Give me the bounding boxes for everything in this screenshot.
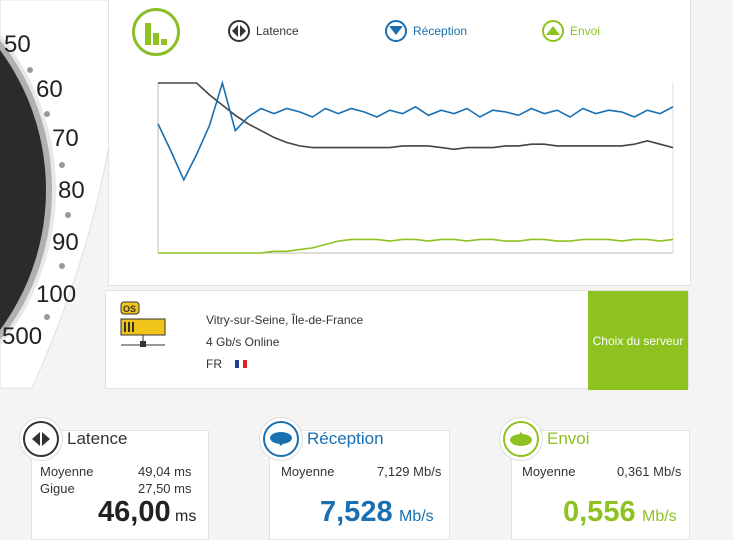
latency-icon <box>23 421 59 457</box>
gauge-label: 50 <box>4 31 31 58</box>
upload-avg-value: 0,361 Mb/s <box>617 464 682 479</box>
latency-avg-value: 49,04 ms <box>138 464 192 479</box>
gauge-tick-dot <box>59 162 65 168</box>
legend-latency-label: Latence <box>256 24 299 38</box>
gauge-tick-dot <box>65 212 71 218</box>
server-country-row: FR <box>206 353 363 375</box>
download-icon <box>263 421 299 457</box>
gauge-tick-dot <box>44 314 50 320</box>
latency-value: 46,00 <box>98 496 171 528</box>
server-provider: 4 Gb/s Online <box>206 335 280 349</box>
series-line-réception <box>157 80 674 182</box>
gauge-label: 70 <box>52 125 79 152</box>
download-card-header: Réception <box>259 417 384 461</box>
svg-text:OS: OS <box>123 304 136 314</box>
server-panel: OS Vitry-sur-Seine, Île-de-France 4 Gb/s… <box>105 290 689 390</box>
server-icon: OS <box>120 301 166 347</box>
legend-latency[interactable]: Latence <box>228 20 299 42</box>
graph-panel <box>108 0 691 286</box>
graph-toggle-button[interactable] <box>132 8 180 56</box>
france-flag-icon <box>235 360 248 368</box>
gauge-tick-dot <box>27 67 33 73</box>
download-avg-value: 7,129 Mb/s <box>377 464 442 479</box>
upload-avg-label: Moyenne <box>522 464 576 479</box>
series-line-envoi <box>158 238 674 254</box>
legend-download-label: Réception <box>413 24 468 38</box>
latency-jitter-value: 27,50 ms <box>138 481 192 496</box>
download-unit: Mb/s <box>399 508 434 525</box>
upload-card-title: Envoi <box>547 429 590 448</box>
latency-card-header: Latence <box>19 417 128 461</box>
download-card-title: Réception <box>307 429 384 448</box>
gauge-tick-dot <box>59 263 65 269</box>
download-avg-label: Moyenne <box>281 464 335 479</box>
upload-value: 0,556 <box>563 496 636 528</box>
legend-upload[interactable]: Envoi <box>542 20 600 42</box>
bar-chart-icon <box>145 23 167 45</box>
upload-unit: Mb/s <box>642 508 677 525</box>
latency-unit: ms <box>175 508 197 525</box>
download-value: 7,528 <box>320 496 393 528</box>
speed-chart <box>157 80 674 254</box>
latency-jitter-label: Gigue <box>40 481 75 496</box>
gauge-label: 90 <box>52 229 79 256</box>
upload-icon <box>542 20 564 42</box>
legend-upload-label: Envoi <box>570 24 601 38</box>
gauge-label: 80 <box>58 177 85 204</box>
latency-icon <box>228 20 250 42</box>
server-country: FR <box>206 357 222 371</box>
latency-avg-label: Moyenne <box>40 464 94 479</box>
server-location: Vitry-sur-Seine, Île-de-France <box>206 313 364 327</box>
series-line-latence <box>158 82 674 151</box>
download-icon <box>385 20 407 42</box>
gauge-label: 100 <box>36 281 76 308</box>
legend-download[interactable]: Réception <box>385 20 467 42</box>
gauge-label: 60 <box>36 76 63 103</box>
choose-server-button[interactable]: Choix du serveur <box>588 291 688 390</box>
upload-card-header: Envoi <box>499 417 590 461</box>
latency-card-title: Latence <box>67 429 128 448</box>
gauge-tick-dot <box>44 111 50 117</box>
upload-icon <box>503 421 539 457</box>
gauge-label: 500 <box>2 323 42 350</box>
